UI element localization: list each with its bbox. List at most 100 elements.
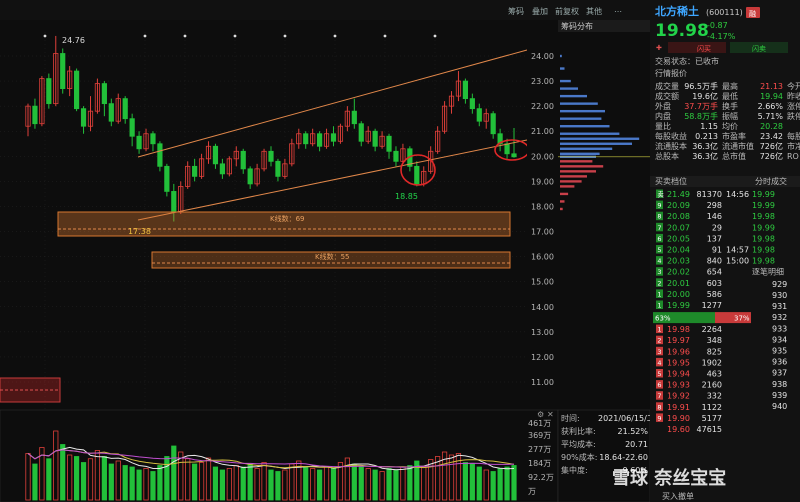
volume-close-icon[interactable]: ✕: [547, 410, 554, 419]
orderbook-header: [650, 176, 800, 187]
price-tick-label: 14.00: [531, 303, 554, 312]
quote-label: 最高: [722, 81, 738, 91]
quote-label: 量比: [655, 121, 671, 131]
sell-level-tag-bg: [656, 256, 663, 265]
flash-buy-button[interactable]: [668, 42, 726, 53]
add-watchlist-icon[interactable]: ✚: [656, 44, 662, 52]
event-dot-2[interactable]: [183, 34, 187, 38]
volume-bar: [247, 463, 253, 501]
volume-bar: [316, 469, 323, 501]
buy-ratio-label: 63%: [655, 315, 671, 323]
event-dot-4[interactable]: [283, 34, 287, 38]
watermark: 雪球 奈丝宝宝: [612, 467, 726, 489]
volume-bar: [67, 454, 73, 501]
event-dot-6[interactable]: [383, 34, 387, 38]
candle-body: [316, 133, 323, 147]
quote-value: 37.7万手: [684, 101, 718, 111]
buy-level-tag-bg: [656, 413, 663, 422]
chip-bar: [560, 67, 565, 70]
volume-bar: [462, 462, 469, 501]
price-tick-label: 24.00: [531, 52, 554, 61]
candles: [25, 35, 517, 222]
quote-label: 内盘: [655, 111, 671, 121]
volume-bar: [226, 468, 232, 501]
volume-bar: [205, 457, 212, 501]
quote-value: 19.6亿: [692, 91, 718, 101]
sell-price: 20.09: [667, 201, 690, 210]
sell-price: 20.08: [667, 212, 690, 221]
toolbar-item-adjust[interactable]: 前复权: [555, 6, 579, 16]
tick-volume: 939: [772, 391, 787, 400]
candle-body: [268, 150, 274, 162]
volume-bar: [39, 447, 45, 501]
kline-count-upper: K线数：69: [270, 214, 305, 223]
volume-bar: [87, 458, 94, 501]
upper-trendline: [137, 49, 528, 158]
candle-body: [94, 83, 101, 112]
kline-range-box-upper: [57, 211, 511, 237]
chip-avgcost-value: 20.71: [625, 440, 648, 449]
sell-level-tag-bg: [656, 278, 663, 287]
flash-sell-button[interactable]: [730, 42, 788, 53]
toolbar-item-other[interactable]: 其他: [586, 6, 602, 16]
ticks-title: 分时成交: [755, 176, 787, 186]
chip-90cost-label: 90%成本:: [561, 452, 597, 462]
chip-bar: [560, 117, 602, 120]
tick-price: 19.99: [752, 201, 775, 210]
volume-tick-label: 92.2万: [528, 473, 554, 482]
toolbar-item-chip[interactable]: 筹码: [508, 6, 524, 16]
chip-90cost-value: 18.64-22.60: [599, 453, 648, 462]
chip-panel-title: 筹码分布: [561, 21, 593, 31]
candle-body: [282, 163, 288, 177]
sell-level-tag-bg: [656, 300, 663, 309]
sell-level-tag-bg: [656, 289, 663, 298]
last-price: 19.98: [655, 21, 709, 41]
event-dot-5[interactable]: [333, 34, 337, 38]
buy-price: 19.92: [667, 392, 690, 401]
buy-price: 19.98: [667, 325, 690, 334]
event-dot-3[interactable]: [233, 34, 237, 38]
tick-time: 14:57: [726, 246, 749, 255]
candle-body: [441, 105, 448, 132]
event-dot-1[interactable]: [143, 34, 147, 38]
buy-volume: 2160: [702, 381, 722, 390]
volume-axis: 461万 369万 277万 184万 92.2万万: [528, 419, 554, 496]
event-dot-7[interactable]: [433, 34, 437, 38]
candle-body: [400, 148, 406, 162]
toolbar-item-overlay[interactable]: 叠加: [532, 6, 548, 16]
buy-level-tag: 7: [657, 392, 661, 400]
trend-channel: [137, 49, 528, 221]
buy-level-tag: 3: [657, 348, 661, 356]
buy-volume: 1122: [702, 403, 722, 412]
kline-range-box-lower: [151, 251, 511, 269]
volume-bar: [80, 462, 87, 501]
sell-volume: 586: [707, 290, 722, 299]
candle-body: [351, 110, 357, 125]
candle-body: [226, 158, 232, 175]
quote-label: 换手: [722, 101, 738, 111]
buy-level-tag-bg: [656, 380, 663, 389]
sell-level-tag: 6: [657, 235, 661, 243]
candle-body: [372, 130, 378, 147]
candle-body: [289, 143, 295, 165]
sell-level-tag: 卖: [657, 191, 664, 199]
sell-price: 20.04: [667, 246, 690, 255]
tick-section-title: 逐笔明细: [752, 267, 784, 277]
toolbar-more-icon[interactable]: ⋯: [614, 7, 622, 16]
buy-price: 19.94: [667, 370, 690, 379]
event-dot-0[interactable]: [43, 34, 47, 38]
price-tick-label: 23.00: [531, 77, 554, 86]
candle-body: [101, 83, 107, 105]
volume-bar: [108, 463, 114, 501]
sell-price: 20.01: [667, 279, 690, 288]
buy-volume: 2264: [702, 325, 722, 334]
quote-value: 96.5万手: [684, 81, 718, 91]
grid-lines: [0, 32, 527, 410]
sell-price: 19.99: [667, 301, 690, 310]
volume-bar: [115, 460, 121, 501]
volume-settings-icon[interactable]: ⚙: [537, 410, 544, 419]
sell-level-tag: 5: [657, 246, 661, 254]
tick-price: 19.98: [752, 212, 775, 221]
price-tick-label: 18.00: [531, 202, 554, 211]
sell-level-tag: 4: [657, 257, 661, 265]
